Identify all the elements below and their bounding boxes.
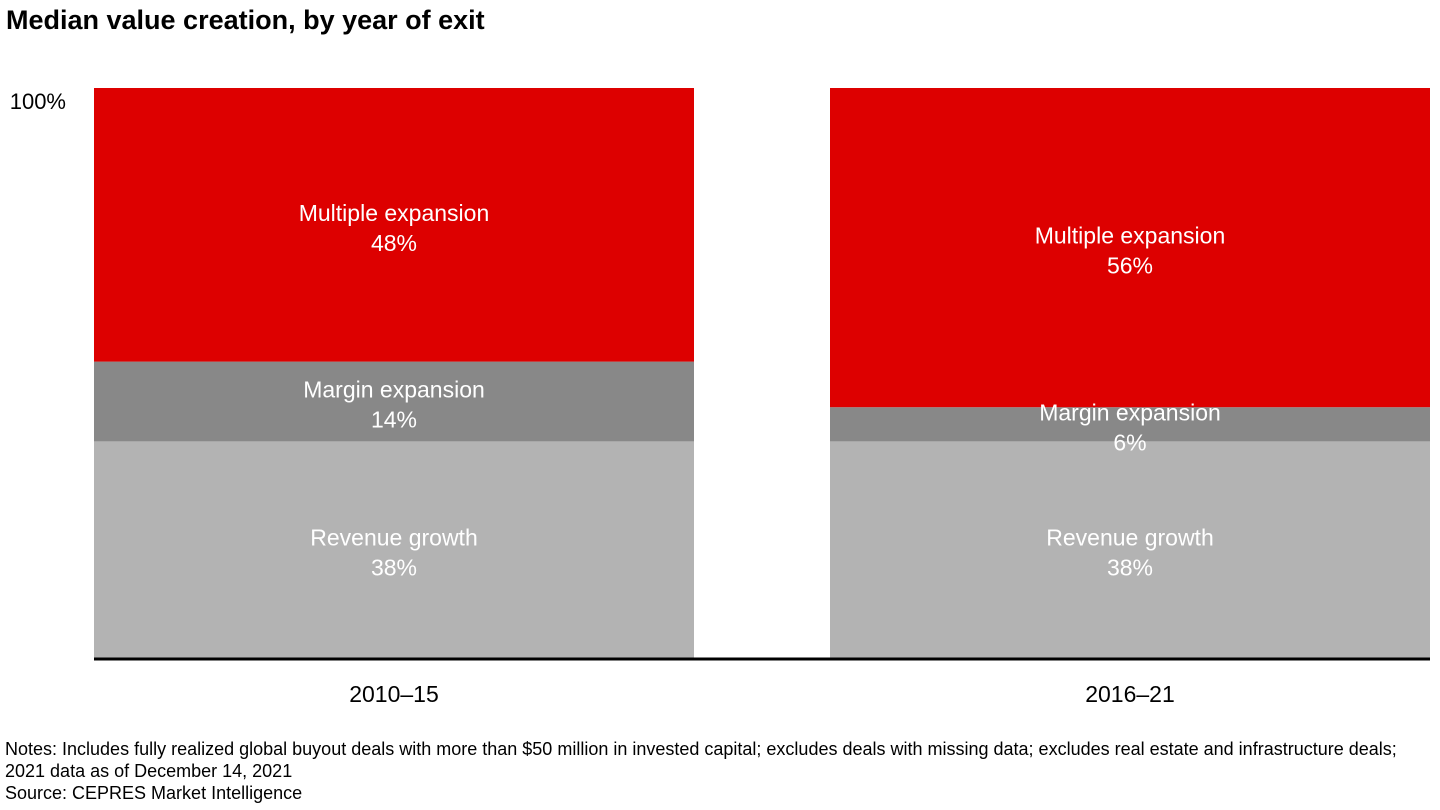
- segment-label-margin-expansion: Margin expansion: [1039, 399, 1221, 425]
- footnotes: Notes: Includes fully realized global bu…: [5, 738, 1425, 804]
- bar-segment-revenue-growth-2010-15: [94, 441, 694, 658]
- bar-segment-margin-expansion-2016-21: [830, 407, 1430, 442]
- source-text: Source: CEPRES Market Intelligence: [5, 783, 303, 803]
- segment-label-margin-expansion: Margin expansion: [303, 377, 485, 403]
- segment-label-revenue-growth: Revenue growth: [310, 525, 478, 551]
- notes-text: Notes: Includes fully realized global bu…: [5, 739, 1397, 781]
- bar-segment-multiple-expansion-2010-15: [94, 88, 694, 362]
- segment-value-revenue-growth: 38%: [371, 555, 417, 581]
- category-label-2010-15: 2010–15: [349, 681, 439, 707]
- segment-label-multiple-expansion: Multiple expansion: [1035, 223, 1226, 249]
- y-tick-label: 100%: [10, 89, 66, 114]
- segment-label-revenue-growth: Revenue growth: [1046, 525, 1214, 551]
- chart-title: Median value creation, by year of exit: [6, 5, 485, 35]
- bar-segment-margin-expansion-2010-15: [94, 361, 694, 442]
- segment-label-multiple-expansion: Multiple expansion: [299, 200, 490, 226]
- segment-value-margin-expansion: 14%: [371, 407, 417, 433]
- segment-value-multiple-expansion: 56%: [1107, 253, 1153, 279]
- bar-segment-revenue-growth-2016-21: [830, 441, 1430, 658]
- bar-segment-multiple-expansion-2016-21: [830, 88, 1430, 408]
- segment-value-multiple-expansion: 48%: [371, 230, 417, 256]
- segment-value-margin-expansion: 6%: [1113, 429, 1146, 455]
- segment-value-revenue-growth: 38%: [1107, 555, 1153, 581]
- category-label-2016-21: 2016–21: [1085, 681, 1175, 707]
